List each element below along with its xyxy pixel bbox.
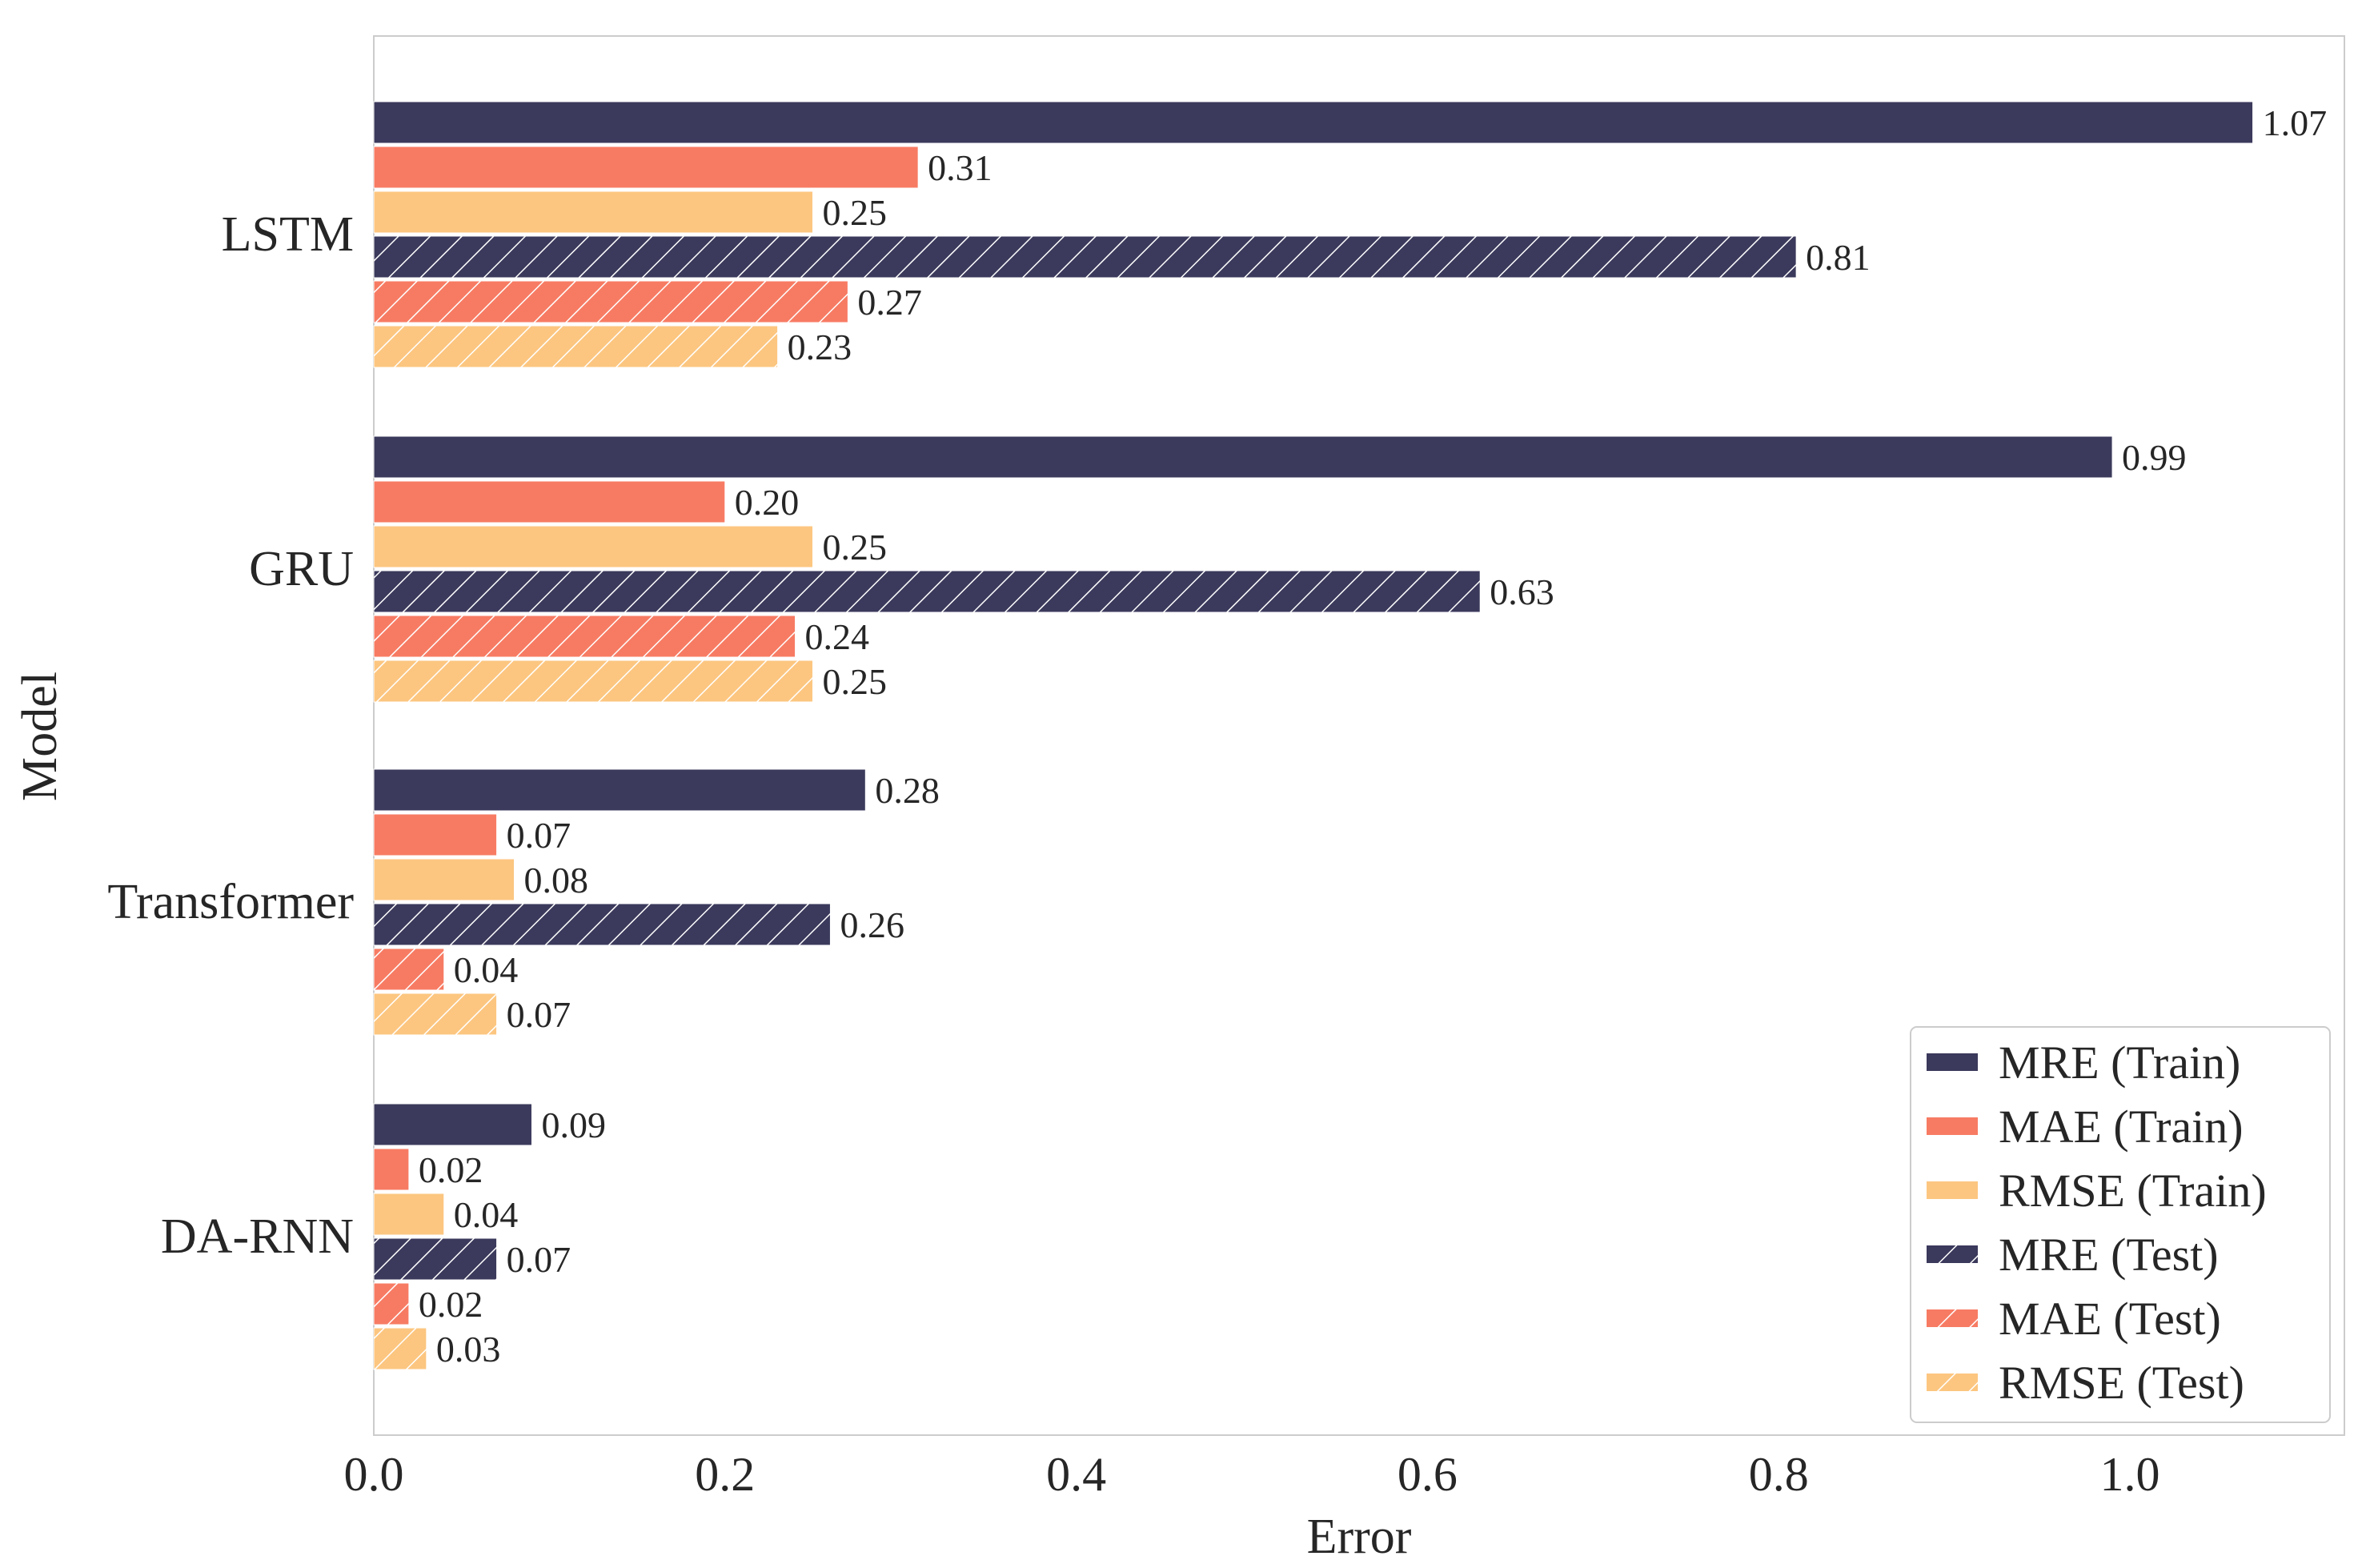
bar-value-label: 1.07	[2263, 102, 2328, 143]
x-axis-label: Error	[1307, 1510, 1412, 1564]
legend-label-mae-test: MAE (Test)	[1999, 1293, 2221, 1345]
bar-gru-mre-test	[373, 570, 1481, 613]
y-tick-label-da-rnn: DA-RNN	[161, 1209, 354, 1264]
bar-gru-mae-test	[373, 615, 796, 658]
legend-swatch-mre-train	[1927, 1053, 1978, 1071]
bar-value-label: 0.03	[436, 1329, 501, 1369]
legend-label-mae-train: MAE (Train)	[1999, 1101, 2244, 1153]
x-tick-label: 0.4	[1046, 1448, 1106, 1501]
bar-da-rnn-mre-train	[373, 1103, 532, 1146]
bar-value-label: 0.02	[419, 1284, 483, 1325]
bar-value-label: 0.04	[454, 949, 519, 990]
bar-lstm-mre-test	[373, 235, 1797, 279]
y-tick-label-lstm: LSTM	[222, 207, 354, 262]
y-axis-ticks: LSTM GRU Transformer DA-RNN	[107, 207, 354, 1264]
bar-value-label: 0.28	[875, 770, 940, 811]
bar-lstm-mae-train	[373, 146, 919, 189]
legend: MRE (Train) MAE (Train) RMSE (Train) MRE (T…	[1910, 1026, 2331, 1423]
legend-label-mre-train: MRE (Train)	[1999, 1037, 2240, 1089]
legend-label-mre-test: MRE (Test)	[1999, 1229, 2219, 1281]
legend-swatch-rmse-train	[1927, 1181, 1978, 1199]
bar-gru-rmse-train	[373, 525, 813, 568]
bar-value-label: 0.09	[541, 1105, 606, 1145]
bar-value-label: 0.31	[928, 147, 993, 188]
bar-da-rnn-mae-train	[373, 1148, 410, 1191]
bar-da-rnn-rmse-test	[373, 1327, 427, 1370]
bar-value-label: 0.04	[454, 1194, 519, 1235]
x-tick-label: 0.2	[695, 1448, 755, 1501]
bar-da-rnn-rmse-train	[373, 1193, 445, 1236]
legend-frame	[1910, 1026, 2331, 1423]
bar-value-label: 0.27	[857, 282, 922, 323]
legend-swatch-rmse-test	[1927, 1374, 1978, 1391]
y-tick-label-gru: GRU	[249, 542, 354, 596]
bar-value-label: 0.24	[805, 616, 870, 657]
legend-swatch-mre-test	[1927, 1245, 1978, 1263]
bar-value-label: 0.08	[524, 860, 589, 900]
bar-value-label: 0.63	[1490, 571, 1554, 612]
bar-transformer-mre-test	[373, 903, 831, 946]
bar-value-label: 0.26	[840, 904, 904, 945]
x-axis-ticks: 0.0 0.2 0.4 0.6 0.8 1.0	[344, 1448, 2160, 1501]
bar-transformer-rmse-train	[373, 858, 515, 901]
bar-value-label: 0.07	[507, 994, 571, 1035]
plot-frame	[373, 35, 2345, 1436]
y-axis-label: Model	[13, 672, 67, 801]
x-tick-label: 0.6	[1398, 1448, 1458, 1501]
bars	[373, 101, 2254, 1370]
bar-lstm-mae-test	[373, 280, 848, 323]
bar-value-label: 0.25	[823, 192, 888, 233]
bar-transformer-rmse-test	[373, 993, 498, 1036]
legend-label-rmse-train: RMSE (Train)	[1999, 1165, 2267, 1217]
bar-value-label: 0.99	[2122, 437, 2187, 478]
bar-gru-rmse-test	[373, 660, 813, 703]
bar-lstm-rmse-train	[373, 190, 813, 234]
legend-swatch-mae-train	[1927, 1117, 1978, 1135]
bar-da-rnn-mae-test	[373, 1282, 410, 1325]
bar-value-label: 0.25	[823, 527, 888, 567]
bar-value-label: 0.02	[419, 1149, 483, 1190]
bar-gru-mae-train	[373, 480, 726, 523]
bar-labels: 1.07 0.31 0.25 0.81 0.270.23 0.99 0.20 0.25 0.63…	[419, 102, 2327, 1369]
x-tick-label: 1.0	[2100, 1448, 2160, 1501]
x-tick-label: 0.8	[1749, 1448, 1809, 1501]
bar-value-label: 0.20	[735, 482, 800, 523]
y-tick-label-transformer: Transformer	[107, 875, 354, 929]
bar-value-label: 0.23	[788, 327, 852, 367]
bar-lstm-rmse-test	[373, 325, 779, 368]
bar-value-label: 0.07	[507, 1239, 571, 1280]
legend-label-rmse-test: RMSE (Test)	[1999, 1357, 2244, 1409]
bar-transformer-mre-train	[373, 768, 866, 812]
bar-da-rnn-mre-test	[373, 1237, 498, 1281]
bar-value-label: 0.81	[1806, 237, 1871, 278]
bar-value-label: 0.25	[823, 661, 888, 702]
bar-transformer-mae-train	[373, 813, 498, 856]
bar-value-label: 0.07	[507, 815, 571, 856]
bar-transformer-mae-test	[373, 948, 445, 991]
legend-swatch-mae-test	[1927, 1309, 1978, 1327]
x-tick-label: 0.0	[344, 1448, 404, 1501]
bar-gru-mre-train	[373, 435, 2113, 479]
bar-lstm-mre-train	[373, 101, 2254, 144]
